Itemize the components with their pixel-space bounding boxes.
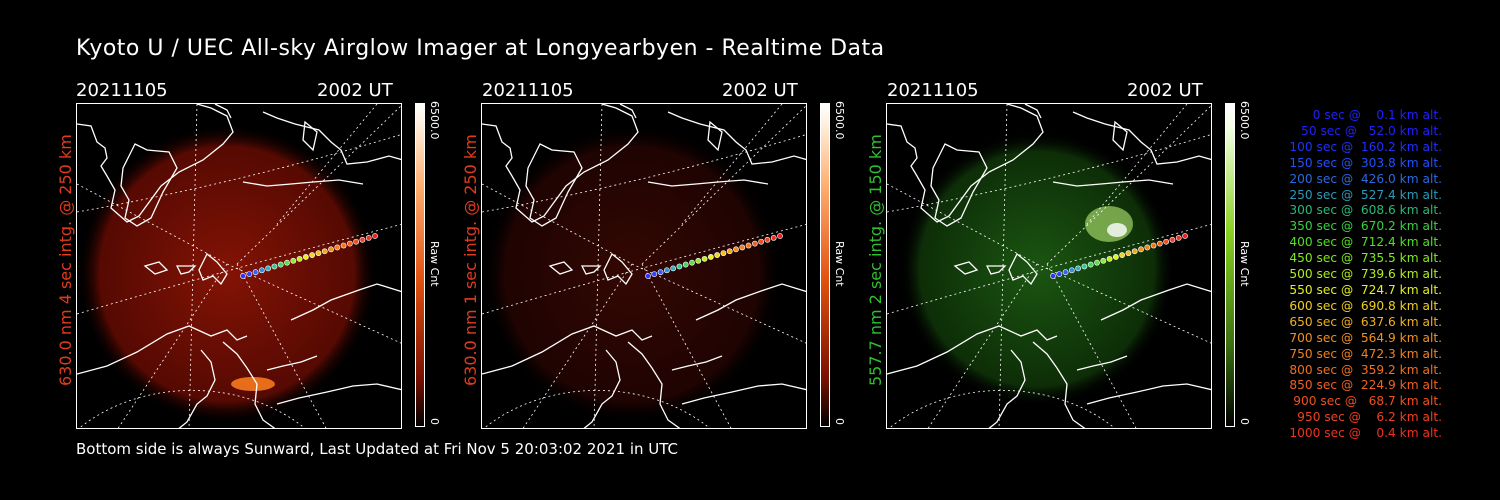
- panel-1-cbar-unit: Raw Cnt: [428, 241, 441, 287]
- legend-row: 450 sec @ 735.5 km alt.: [1285, 251, 1442, 266]
- legend-row: 650 sec @ 637.6 km alt.: [1285, 314, 1442, 329]
- panel-3-cbar-min: 0: [1238, 418, 1251, 425]
- legend-row: 900 sec @ 68.7 km alt.: [1289, 394, 1442, 409]
- legend-row: 200 sec @ 426.0 km alt.: [1285, 171, 1442, 186]
- panel-1-ylabel: 630.0 nm 4 sec intg. @ 250 km: [56, 134, 75, 386]
- panel-2-date: 20211105: [482, 80, 574, 101]
- legend-row: 250 sec @ 527.4 km alt.: [1285, 187, 1442, 202]
- legend-row: 950 sec @ 6.2 km alt.: [1293, 410, 1442, 425]
- panel-1-image: [76, 103, 402, 429]
- panel-3-cbar-max: 6500.0: [1238, 101, 1251, 140]
- panel-1-cbar-min: 0: [428, 418, 441, 425]
- panel-3-ylabel: 557.7 nm 2 sec intg. @ 150 km: [866, 134, 885, 386]
- legend-row: 0 sec @ 0.1 km alt.: [1301, 108, 1442, 122]
- legend-row: 400 sec @ 712.4 km alt.: [1285, 235, 1442, 250]
- legend-row: 700 sec @ 564.9 km alt.: [1285, 330, 1442, 345]
- panel-3-cbar-unit: Raw Cnt: [1238, 241, 1251, 287]
- panel-2-ylabel: 630.0 nm 1 sec intg. @ 250 km: [461, 134, 480, 386]
- legend-row: 750 sec @ 472.3 km alt.: [1285, 346, 1442, 361]
- panel-3-colorbar: [1225, 103, 1235, 427]
- panel-2-colorbar: [820, 103, 830, 427]
- legend-row: 50 sec @ 52.0 km alt.: [1293, 123, 1442, 138]
- panel-2-cbar-min: 0: [833, 418, 846, 425]
- panel-3-time: 2002 UT: [1127, 80, 1203, 101]
- panel-2-time: 2002 UT: [722, 80, 798, 101]
- legend-row: 350 sec @ 670.2 km alt.: [1285, 219, 1442, 234]
- panel-3-image: [886, 103, 1212, 429]
- legend-row: 550 sec @ 724.7 km alt.: [1285, 282, 1442, 297]
- panel-1-time: 2002 UT: [317, 80, 393, 101]
- legend-row: 150 sec @ 303.8 km alt.: [1285, 155, 1442, 170]
- panel-2-map: [482, 104, 806, 428]
- legend-row: 500 sec @ 739.6 km alt.: [1285, 267, 1442, 282]
- legend-row: 800 sec @ 359.2 km alt.: [1285, 362, 1442, 377]
- panel-1-cbar-max: 6500.0: [428, 101, 441, 140]
- legend-row: 1000 sec @ 0.4 km alt.: [1289, 426, 1442, 441]
- legend-row: 300 sec @ 608.6 km alt.: [1285, 203, 1442, 218]
- panel-1-date: 20211105: [76, 80, 168, 101]
- panel-1-colorbar: [415, 103, 425, 427]
- page-title: Kyoto U / UEC All-sky Airglow Imager at …: [76, 36, 885, 61]
- legend-row: 100 sec @ 160.2 km alt.: [1285, 139, 1442, 154]
- panel-2-cbar-max: 6500.0: [833, 101, 846, 140]
- panel-1-map: [77, 104, 401, 428]
- altitude-legend: 0 sec @ 0.1 km alt. 50 sec @ 52.0 km alt…: [1286, 108, 1442, 442]
- panel-3-date: 20211105: [887, 80, 979, 101]
- panel-3-map: [887, 104, 1211, 428]
- legend-row: 600 sec @ 690.8 km alt.: [1285, 298, 1442, 313]
- footer-note: Bottom side is always Sunward, Last Upda…: [76, 440, 678, 458]
- legend-row: 850 sec @ 224.9 km alt.: [1285, 378, 1442, 393]
- panel-2-image: [481, 103, 807, 429]
- panel-2-cbar-unit: Raw Cnt: [833, 241, 846, 287]
